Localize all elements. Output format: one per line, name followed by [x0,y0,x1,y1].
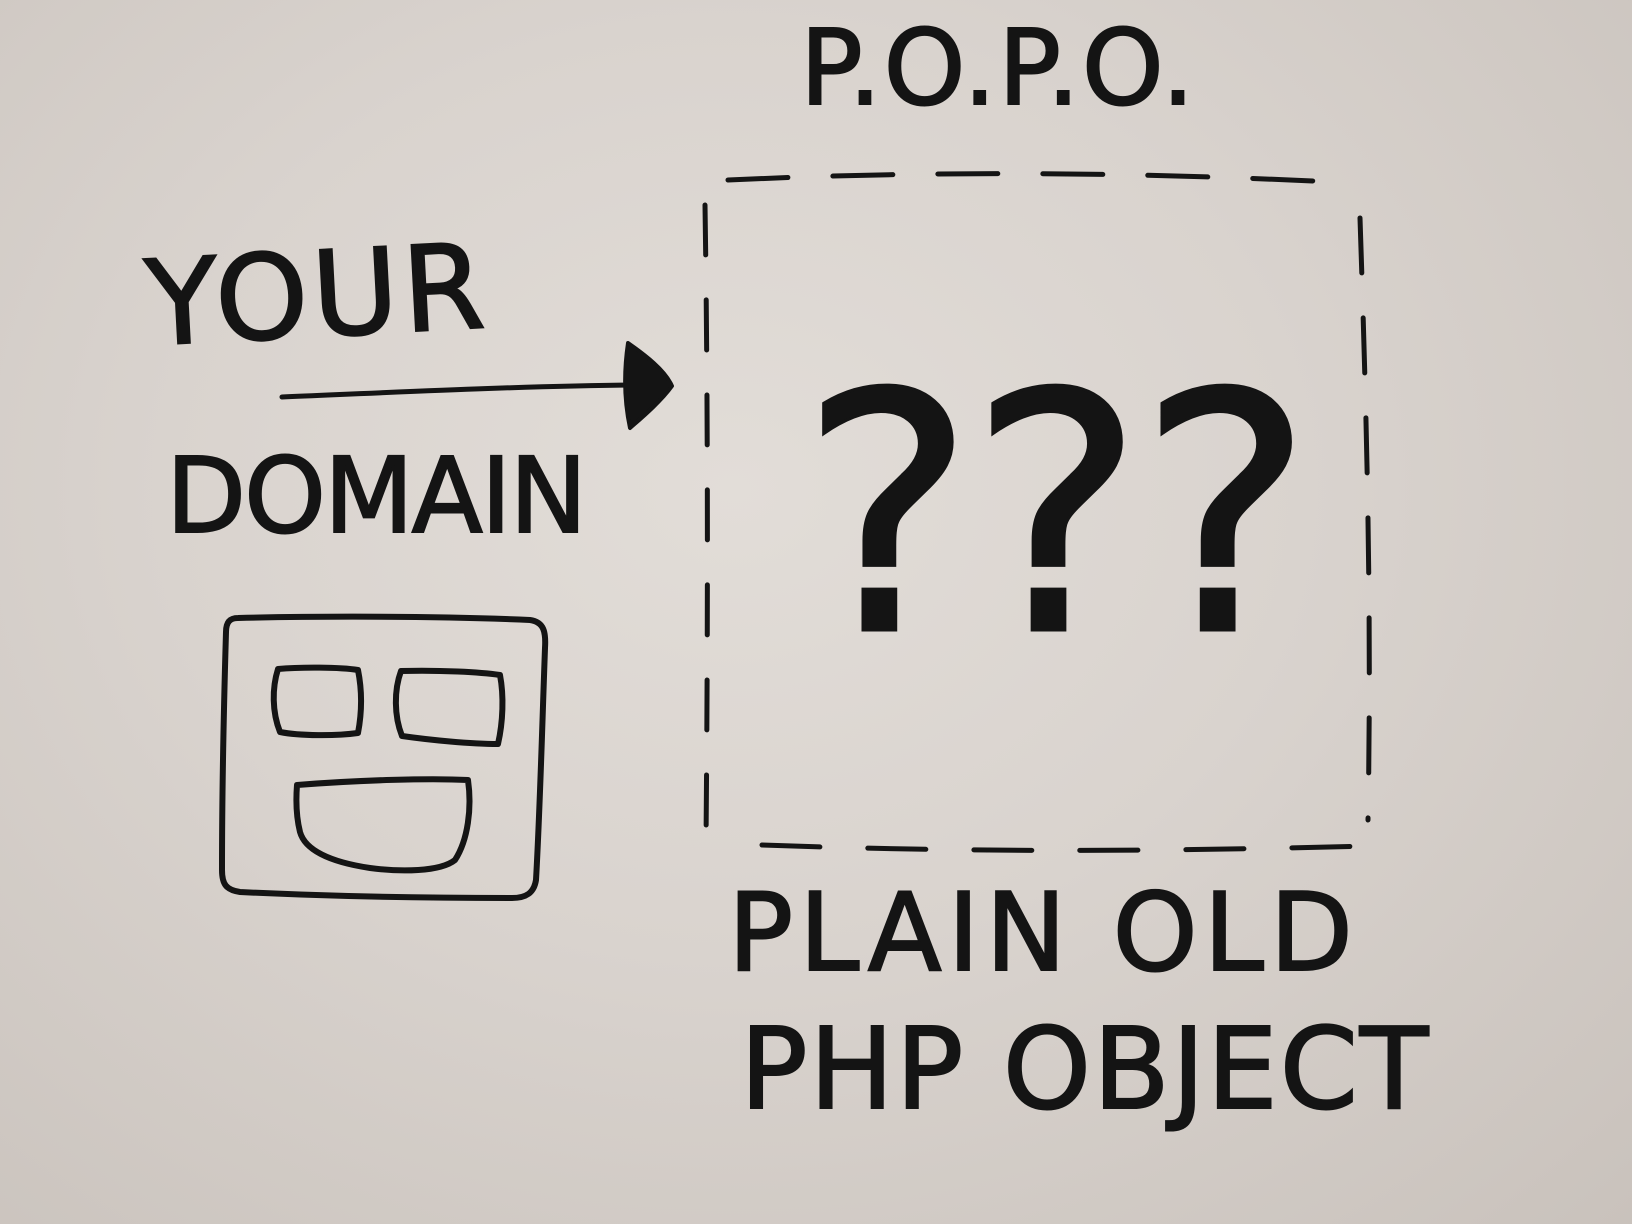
dashed-box [702,171,1372,853]
question-marks: ??? [800,324,1307,708]
caption-line-1: PLAIN OLD [728,871,1359,996]
label-your: YOUR [141,217,492,373]
title-popo: P.O.P.O. [800,7,1197,129]
arrow-right-icon [279,341,674,430]
caption-line-2: PHP OBJECT [740,1005,1430,1135]
smiley-face-box-icon [219,613,549,901]
label-domain: DOMAIN [166,435,585,557]
